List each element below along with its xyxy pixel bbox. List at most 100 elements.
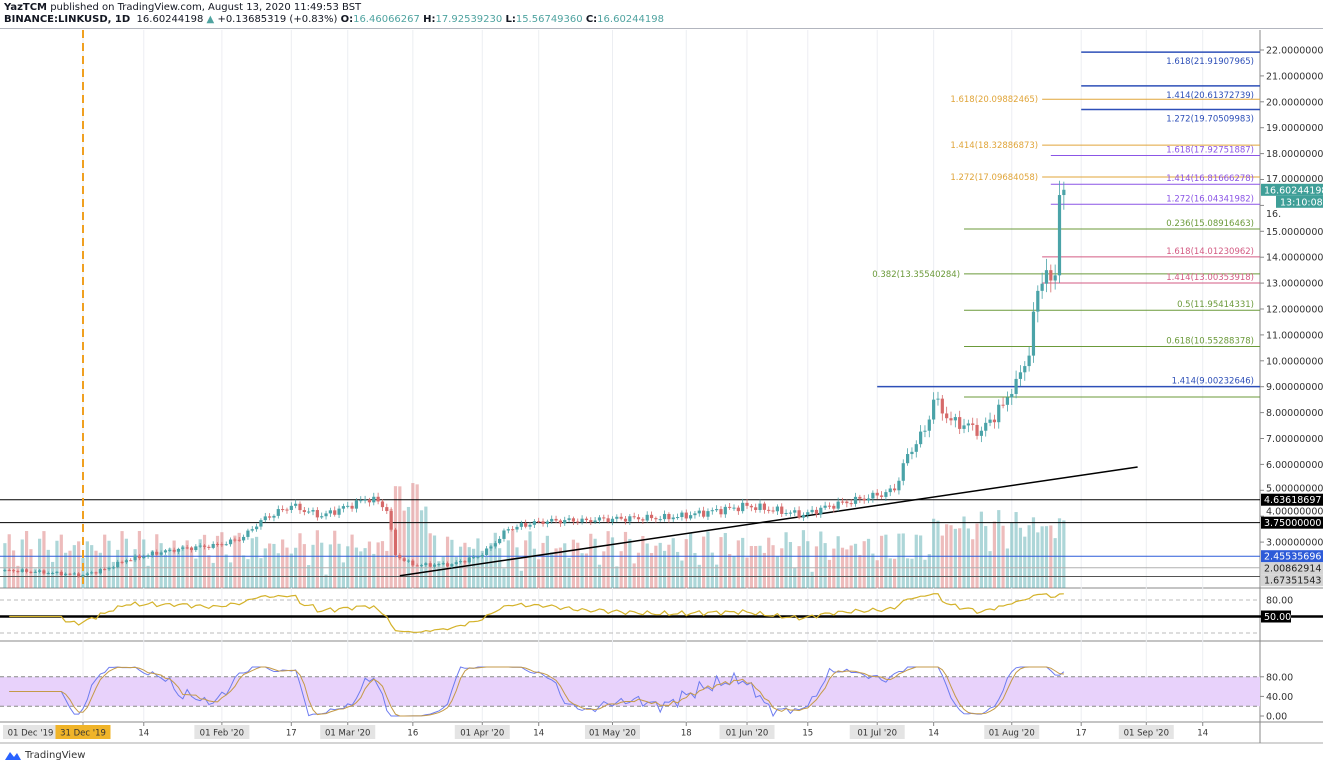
candle-body bbox=[589, 520, 593, 523]
fib-level-label: 0.5(11.95414331) bbox=[1177, 300, 1254, 310]
volume-bar bbox=[580, 553, 584, 588]
candle-body bbox=[415, 565, 419, 567]
candle-body bbox=[623, 518, 628, 522]
candle-body bbox=[220, 544, 224, 546]
volume-bar bbox=[341, 562, 345, 588]
volume-bar bbox=[654, 545, 658, 588]
candle-body bbox=[866, 498, 871, 501]
candle-body bbox=[827, 505, 832, 507]
volume-bar bbox=[1062, 520, 1066, 588]
open-value: 16.46066267 bbox=[353, 14, 420, 25]
candle-body bbox=[962, 425, 966, 429]
candle-body bbox=[576, 521, 580, 523]
candle-body bbox=[133, 555, 137, 561]
volume-bar bbox=[376, 542, 380, 588]
candle-body bbox=[59, 571, 63, 576]
candle-body bbox=[272, 515, 276, 518]
volume-bar bbox=[636, 552, 641, 588]
symbol[interactable]: BINANCE:LINKUSD, 1D bbox=[4, 14, 131, 25]
volume-bar bbox=[619, 551, 623, 588]
candle-body bbox=[897, 480, 901, 491]
volume-bar bbox=[584, 553, 589, 588]
fib-level-label: 1.272(17.09684058) bbox=[950, 173, 1038, 183]
candle-body bbox=[333, 510, 337, 515]
candle-body bbox=[1031, 311, 1036, 356]
volume-bar bbox=[754, 546, 758, 588]
candle-body bbox=[337, 508, 341, 515]
candle-body bbox=[3, 570, 7, 572]
stoch-tick-label: 0.00 bbox=[1266, 712, 1287, 723]
volume-bar bbox=[302, 544, 306, 588]
volume-bar bbox=[324, 574, 328, 588]
candle-body bbox=[24, 569, 29, 572]
candle-body bbox=[819, 507, 823, 515]
volume-bar bbox=[849, 545, 853, 588]
candle-body bbox=[255, 526, 259, 530]
time-label-highlight bbox=[55, 725, 111, 739]
volume-bar bbox=[7, 534, 11, 588]
volume-bar bbox=[142, 539, 146, 588]
volume-bar bbox=[411, 483, 415, 588]
candle-body bbox=[33, 571, 37, 573]
volume-bar bbox=[185, 540, 189, 588]
candle-body bbox=[858, 496, 862, 499]
volume-bar bbox=[988, 551, 992, 588]
volume-bar bbox=[602, 551, 606, 588]
volume-bar bbox=[563, 543, 567, 588]
price-level-badge bbox=[1261, 550, 1323, 563]
candle-body bbox=[940, 398, 944, 414]
volume-bar bbox=[1014, 512, 1018, 588]
fib-level-label: 1.618(21.91907965) bbox=[1166, 57, 1254, 67]
price-level-label: 3.75000000 bbox=[1264, 518, 1321, 529]
volume-bar bbox=[85, 541, 89, 588]
volume-bar bbox=[910, 558, 914, 588]
candle-body bbox=[424, 563, 428, 566]
candle-body bbox=[563, 520, 567, 524]
candle-body bbox=[767, 509, 771, 511]
volume-bar bbox=[823, 543, 827, 588]
price-tick-label: 12.00000000 bbox=[1266, 305, 1323, 316]
time-axis-label: 01 Aug '20 bbox=[989, 729, 1035, 739]
volume-bar bbox=[819, 531, 823, 588]
volume-bar bbox=[806, 541, 810, 588]
volume-bar bbox=[207, 555, 211, 588]
volume-bar bbox=[1031, 517, 1036, 588]
candle-body bbox=[172, 549, 176, 552]
candle-body bbox=[450, 564, 454, 567]
candle-body bbox=[1023, 366, 1027, 373]
volume-bar bbox=[55, 540, 59, 588]
publish-info: YazTCM published on TradingView.com, Aug… bbox=[4, 2, 361, 13]
candle-body bbox=[628, 516, 632, 522]
candle-body bbox=[888, 488, 892, 493]
volume-bar bbox=[215, 535, 220, 588]
candle-body bbox=[454, 562, 458, 565]
volume-bar bbox=[259, 558, 263, 588]
tradingview-logo[interactable]: TradingView bbox=[4, 749, 85, 761]
time-label-box bbox=[849, 725, 905, 739]
volume-bar bbox=[649, 552, 654, 588]
volume-bar bbox=[775, 556, 779, 588]
volume-bar bbox=[879, 535, 884, 588]
candle-body bbox=[784, 513, 788, 515]
symbol-legend: BINANCE:LINKUSD, 1D 16.60244198 ▲ +0.136… bbox=[4, 14, 664, 25]
candle-body bbox=[723, 506, 727, 515]
candle-body bbox=[90, 572, 94, 574]
fib-level-label: 0.618(10.55288378) bbox=[1166, 336, 1254, 346]
volume-bar bbox=[202, 534, 207, 588]
time-axis-label: 14 bbox=[138, 729, 149, 739]
candle-body bbox=[606, 518, 610, 522]
volume-bar bbox=[211, 562, 215, 588]
volume-bar bbox=[415, 484, 419, 588]
candle-body bbox=[836, 501, 840, 509]
price-level-badge bbox=[1261, 516, 1323, 529]
candle-body bbox=[762, 503, 766, 510]
price-tick-label: 7.00000000 bbox=[1266, 434, 1323, 445]
candle-body bbox=[176, 548, 181, 552]
candle-body bbox=[81, 574, 85, 577]
volume-bar bbox=[858, 554, 862, 588]
candle-body bbox=[502, 530, 506, 539]
price-level-label: 1.67351543 bbox=[1264, 576, 1321, 587]
countdown-label: 13:10:08 bbox=[1280, 197, 1323, 208]
candle-body bbox=[20, 569, 24, 572]
